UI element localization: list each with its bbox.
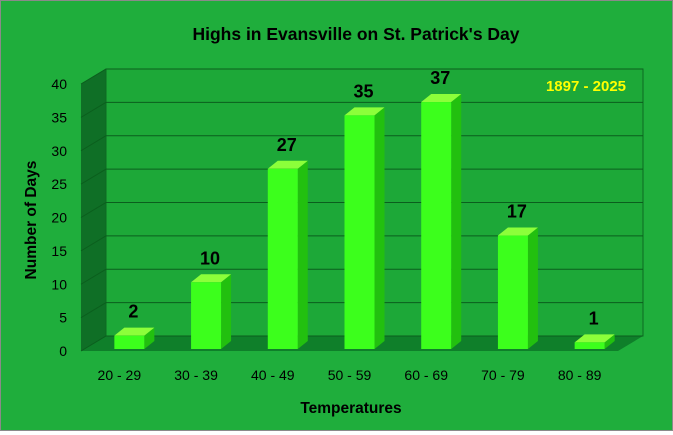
gridline — [80, 168, 643, 185]
bar-top — [114, 327, 155, 336]
data-label: 17 — [507, 202, 527, 222]
bar — [574, 342, 605, 349]
bar-side — [451, 94, 462, 350]
bar-side — [604, 334, 615, 349]
bar — [421, 102, 452, 350]
data-labels: 2 10 27 35 37 17 1 — [128, 68, 598, 328]
bar-side — [221, 274, 232, 349]
bar — [497, 235, 528, 349]
data-label: 10 — [200, 248, 220, 268]
data-label: 27 — [277, 135, 297, 155]
gridline — [80, 335, 643, 352]
bar-side — [527, 227, 538, 349]
data-label: 35 — [353, 81, 373, 101]
gridline — [80, 302, 643, 319]
bar-40-49 — [267, 160, 308, 349]
y-tick-label: 10 — [51, 276, 67, 292]
bar-80-89 — [574, 334, 615, 349]
bar — [114, 335, 145, 349]
gridline — [80, 135, 643, 152]
y-tick-label: 30 — [51, 143, 67, 159]
y-tick-label: 15 — [51, 243, 67, 259]
gridline — [80, 235, 643, 252]
x-axis-label: Temperatures — [300, 400, 401, 417]
x-tick-label: 20 - 29 — [98, 367, 142, 383]
x-tick-label: 40 - 49 — [251, 367, 295, 383]
bars — [114, 94, 615, 350]
gridline — [80, 68, 643, 85]
bar — [191, 282, 222, 349]
gridline — [80, 101, 643, 118]
gridlines — [80, 68, 643, 352]
bar-side — [144, 327, 155, 349]
bar-side — [374, 107, 385, 349]
bar-50-59 — [344, 107, 385, 349]
bar-70-79 — [497, 227, 538, 349]
bar-top — [267, 160, 308, 169]
x-tick-label: 30 - 39 — [174, 367, 218, 383]
data-label: 37 — [430, 68, 450, 88]
chart-title: Highs in Evansville on St. Patrick's Day — [192, 24, 519, 44]
data-label: 1 — [589, 308, 599, 328]
bar-30-39 — [191, 274, 232, 349]
gridline — [80, 202, 643, 218]
x-tick-label: 80 - 89 — [558, 367, 602, 383]
bar-top — [344, 107, 385, 116]
data-label: 2 — [128, 302, 138, 322]
bar-top — [191, 274, 232, 283]
y-tick-label: 5 — [59, 310, 67, 326]
bar-top — [421, 94, 462, 103]
gridline — [80, 268, 643, 285]
bar-20-29 — [114, 327, 155, 349]
bar — [344, 115, 375, 349]
x-axis-ticks: 20 - 29 30 - 39 40 - 49 50 - 59 60 - 69 70 - … — [98, 367, 602, 383]
y-tick-label: 0 — [59, 343, 67, 359]
x-tick-label: 70 - 79 — [481, 367, 525, 383]
bar-60-69 — [421, 94, 462, 350]
bar-top — [497, 227, 538, 236]
x-tick-label: 60 - 69 — [404, 367, 448, 383]
bar — [267, 168, 298, 349]
x-tick-label: 50 - 59 — [328, 367, 372, 383]
y-tick-label: 20 — [51, 210, 67, 226]
y-axis-ticks: 0 5 10 15 20 25 30 35 40 — [51, 76, 67, 359]
y-tick-label: 35 — [51, 109, 67, 125]
bar-side — [297, 160, 308, 349]
y-tick-label: 40 — [51, 76, 67, 92]
y-axis-label: Number of Days — [23, 161, 40, 280]
y-tick-label: 25 — [51, 176, 67, 192]
year-range-annotation: 1897 - 2025 — [546, 78, 626, 95]
bar-top — [574, 334, 615, 343]
